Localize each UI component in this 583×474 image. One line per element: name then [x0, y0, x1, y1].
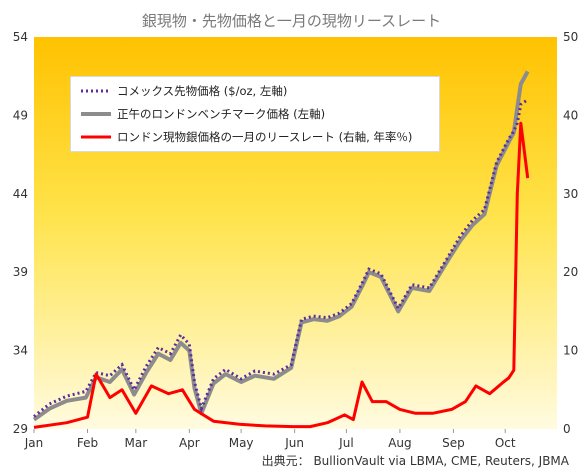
- legend-item-lease: ロンドン現物銀価格の一月のリースレート (右軸, 年率％): [81, 128, 412, 146]
- legend-label-london: 正午のロンドンベンチマーク価格 (左軸): [117, 107, 326, 121]
- legend-swatch-london: [81, 112, 111, 116]
- x-tick-label: Mar: [125, 436, 148, 450]
- legend-swatch-futures: [81, 89, 111, 93]
- x-tick-label: Jun: [284, 436, 304, 450]
- y-left-tick-label: 29: [13, 422, 28, 436]
- y-right-tick-label: 50: [563, 30, 578, 44]
- y-left-tick-label: 54: [13, 30, 28, 44]
- x-tick-label: Jan: [24, 436, 44, 450]
- x-tick-label: May: [229, 436, 254, 450]
- x-tick-label: Jul: [338, 436, 353, 450]
- legend-label-lease: ロンドン現物銀価格の一月のリースレート (右軸, 年率％): [117, 130, 413, 144]
- x-tick-label: Apr: [179, 436, 200, 450]
- y-left-tick-label: 34: [13, 344, 28, 358]
- x-tick-label: Feb: [77, 436, 98, 450]
- x-tick-label: Aug: [388, 436, 411, 450]
- legend-item-futures: コメックス先物価格 ($/oz, 左軸): [81, 82, 287, 100]
- y-right-tick-label: 0: [563, 422, 571, 436]
- legend-item-london: 正午のロンドンベンチマーク価格 (左軸): [81, 105, 325, 123]
- x-tick-label: Oct: [495, 436, 516, 450]
- y-left-tick-label: 39: [13, 265, 28, 279]
- series-line-2: [33, 121, 530, 429]
- y-left-tick-label: 44: [13, 187, 28, 201]
- legend-label-futures: コメックス先物価格 ($/oz, 左軸): [117, 84, 288, 98]
- chart-title: 銀現物・先物価格と一月の現物リースレート: [141, 12, 442, 30]
- source-note: 出典元： BullionVault via LBMA, CME, Reuters…: [261, 454, 569, 468]
- y-right-tick-label: 30: [563, 187, 578, 201]
- series-line-0: [33, 98, 529, 418]
- y-right-tick-label: 20: [563, 265, 578, 279]
- y-right-tick-label: 40: [563, 108, 578, 122]
- y-right-tick-label: 10: [563, 344, 578, 358]
- legend: コメックス先物価格 ($/oz, 左軸) 正午のロンドンベンチマーク価格 (左軸…: [70, 76, 440, 152]
- y-left-tick-label: 49: [13, 108, 28, 122]
- legend-swatch-lease: [81, 135, 111, 139]
- x-tick-label: Sep: [442, 436, 465, 450]
